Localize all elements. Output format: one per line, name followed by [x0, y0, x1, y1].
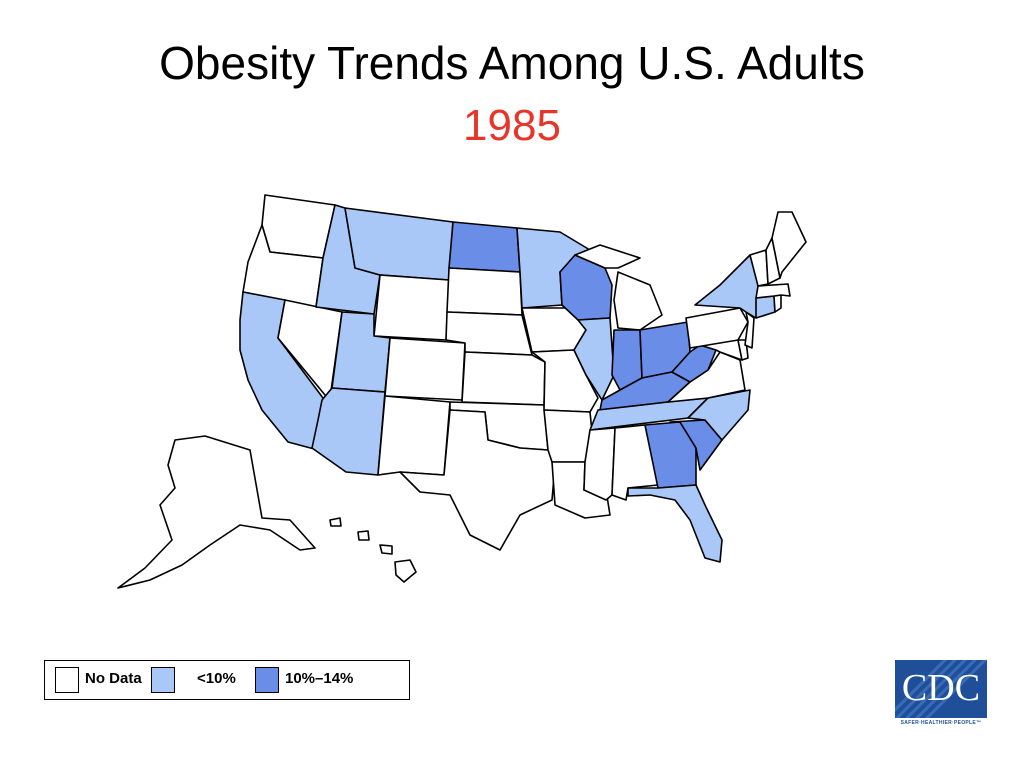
legend-box: No Data <10% 10%–14%: [44, 660, 410, 700]
state-HI-oahu[interactable]: [357, 530, 370, 541]
state-PA[interactable]: [685, 307, 749, 349]
state-HI-kauai[interactable]: [329, 517, 342, 527]
state-ME[interactable]: [771, 211, 807, 279]
state-ND[interactable]: [448, 221, 521, 273]
cdc-logo-stripes: [895, 660, 987, 718]
cdc-logo-box: CDC: [895, 660, 987, 718]
state-WY[interactable]: [373, 274, 450, 341]
legend-label-lt10: <10%: [197, 670, 236, 687]
state-MS[interactable]: [583, 427, 616, 501]
state-AK[interactable]: [117, 435, 316, 589]
state-NJ[interactable]: [744, 311, 755, 349]
state-WA[interactable]: [261, 194, 336, 259]
state-FL[interactable]: [627, 484, 723, 563]
map-year: 1985: [463, 101, 561, 150]
state-AR[interactable]: [543, 409, 593, 463]
state-MT[interactable]: [344, 207, 454, 281]
state-TX[interactable]: [399, 409, 556, 551]
state-IL[interactable]: [573, 317, 615, 401]
cdc-logo-text: CDC: [901, 667, 981, 709]
state-RI[interactable]: [773, 294, 782, 313]
state-HI-maui[interactable]: [379, 544, 393, 555]
state-HI[interactable]: [394, 559, 417, 583]
legend-swatch-lt10: [151, 667, 175, 693]
state-CT[interactable]: [755, 295, 776, 319]
state-MA[interactable]: [755, 283, 791, 299]
cdc-tagline: SAFER·HEALTHIER·PEOPLE™: [900, 720, 982, 726]
state-CO[interactable]: [384, 337, 466, 401]
state-SD[interactable]: [446, 267, 523, 316]
state-KS[interactable]: [461, 351, 546, 406]
state-MI[interactable]: [613, 271, 663, 331]
map-title: Obesity Trends Among U.S. Adults: [159, 37, 865, 89]
state-MI-upper[interactable]: [574, 244, 641, 269]
legend-swatch-10-14: [255, 667, 279, 693]
legend-label-10-14: 10%–14%: [285, 670, 354, 687]
cdc-logo: CDC SAFER·HEALTHIER·PEOPLE™: [895, 660, 987, 726]
state-NY[interactable]: [694, 254, 761, 319]
legend-swatch-no-data: [55, 667, 79, 693]
state-NM[interactable]: [377, 395, 451, 476]
state-AZ[interactable]: [311, 387, 386, 476]
legend-label-no-data: No Data: [85, 670, 142, 687]
